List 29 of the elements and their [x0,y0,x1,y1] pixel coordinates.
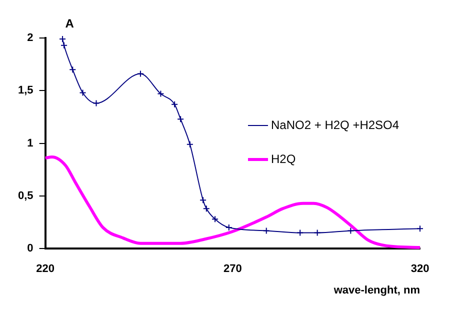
point [347,227,354,234]
point [262,227,270,234]
y-tick-label: 1 [27,137,34,150]
legend-label: H2Q [271,152,296,166]
point [202,205,210,212]
x-tick-label: 270 [223,263,242,276]
x-axis-title: wave-lenght, nm [332,284,420,296]
point [296,229,304,236]
point [69,66,76,74]
y-tick-label: 0 [27,242,34,255]
y-axis-title: A [65,16,74,30]
point [171,100,178,108]
point [314,229,321,236]
x-tick-label: 320 [410,263,430,276]
point [200,196,207,204]
x-tick-label: 220 [36,263,54,276]
point [157,90,164,98]
point [212,216,219,223]
point [186,140,194,148]
point [92,100,100,107]
y-tick-label: 1,5 [18,84,34,97]
point [136,70,144,78]
y-tick-label: 0,5 [18,190,34,202]
point [225,224,232,232]
point [79,89,86,96]
point [60,42,68,49]
point [177,116,184,123]
y-tick-label: 2 [27,32,34,44]
legend-label: NaNO2 + H2Q +H2SO4 [271,118,400,132]
